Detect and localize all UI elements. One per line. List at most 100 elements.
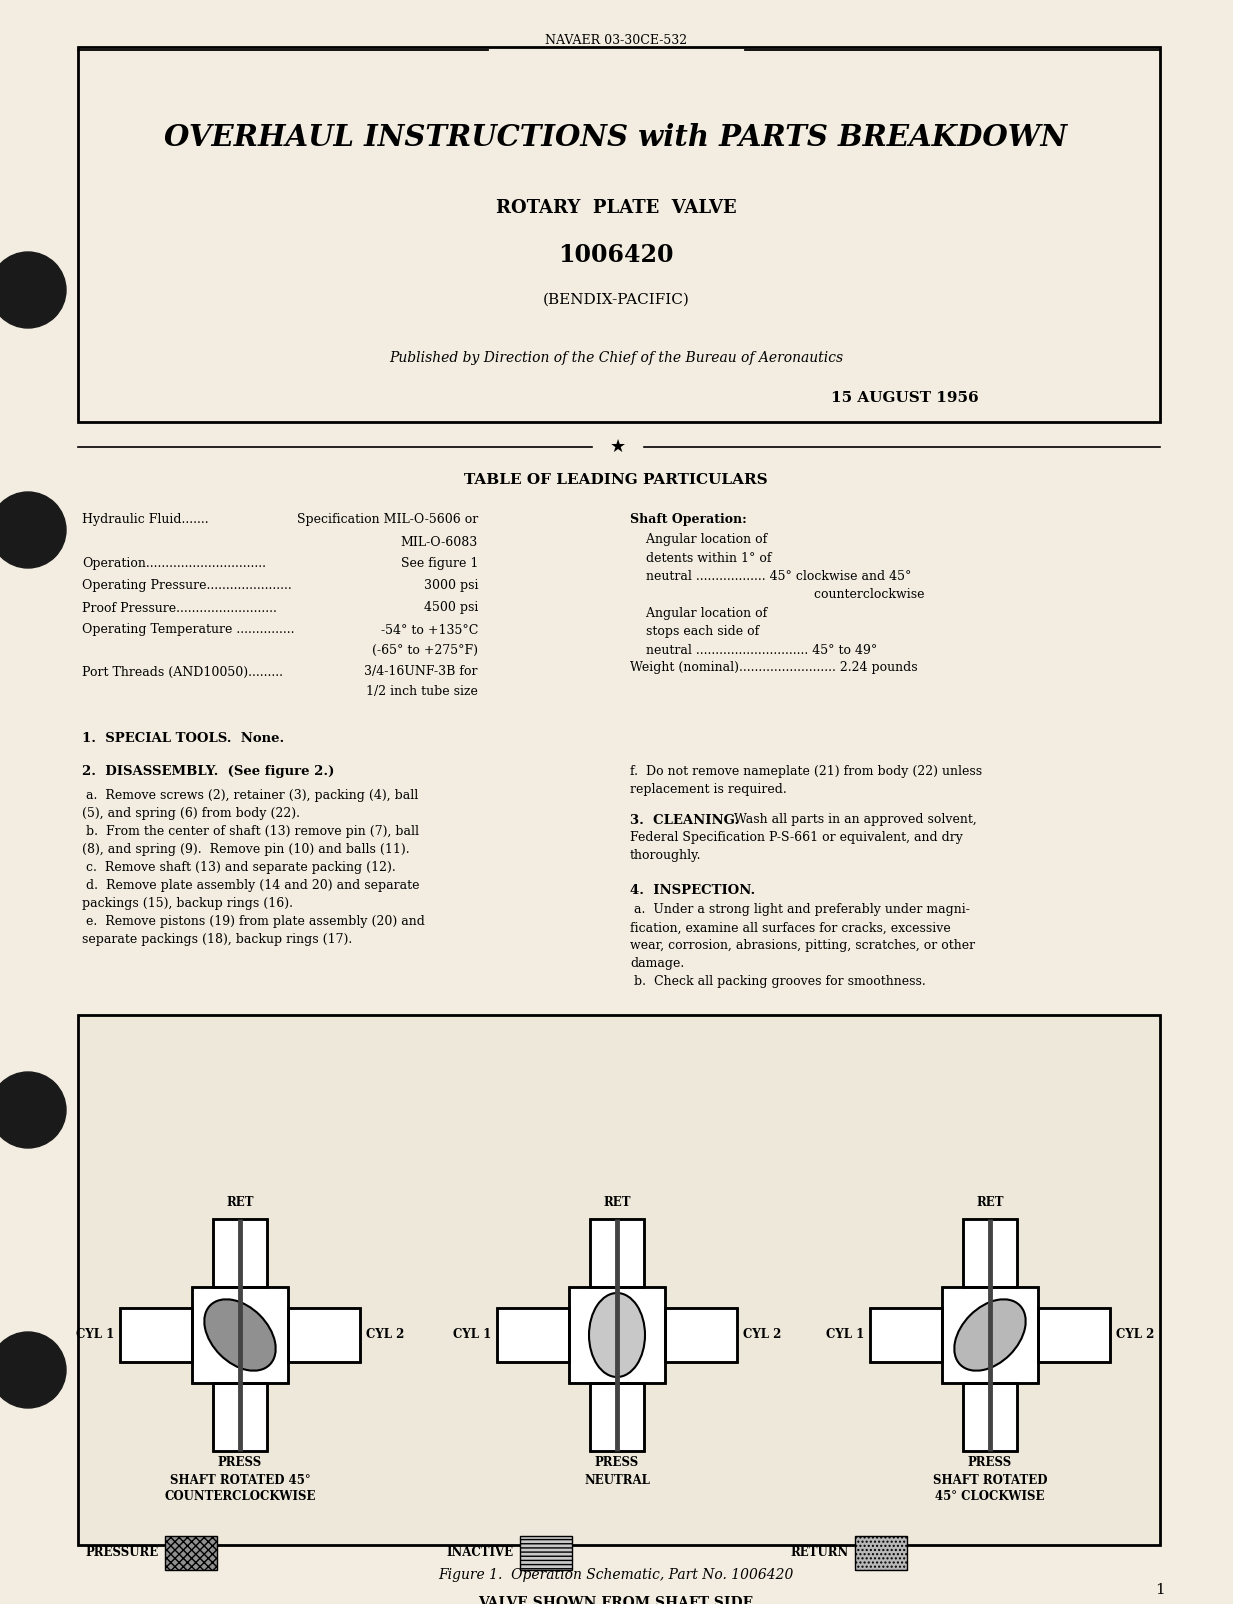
Bar — [870, 1307, 942, 1362]
Bar — [289, 1307, 360, 1362]
Text: Published by Direction of the Chief of the Bureau of Aeronautics: Published by Direction of the Chief of t… — [388, 351, 843, 366]
Bar — [963, 1219, 1017, 1286]
Text: COUNTERCLOCKWISE: COUNTERCLOCKWISE — [164, 1490, 316, 1503]
Text: OVERHAUL INSTRUCTIONS with PARTS BREAKDOWN: OVERHAUL INSTRUCTIONS with PARTS BREAKDO… — [164, 124, 1068, 152]
Bar — [215, 1384, 265, 1448]
Text: separate packings (18), backup rings (17).: separate packings (18), backup rings (17… — [83, 932, 353, 945]
Ellipse shape — [954, 1299, 1026, 1371]
Text: 45° CLOCKWISE: 45° CLOCKWISE — [936, 1490, 1044, 1503]
Text: RETURN: RETURN — [790, 1546, 850, 1559]
Text: CYL 1: CYL 1 — [826, 1328, 864, 1341]
Bar — [665, 1307, 737, 1362]
Text: CYL 1: CYL 1 — [75, 1328, 113, 1341]
Bar — [213, 1219, 268, 1286]
Text: wear, corrosion, abrasions, pitting, scratches, or other: wear, corrosion, abrasions, pitting, scr… — [630, 940, 975, 953]
Text: PRESS: PRESS — [218, 1456, 263, 1469]
Bar — [963, 1383, 1017, 1452]
Text: Operation...............................: Operation............................... — [83, 558, 266, 571]
Circle shape — [0, 252, 67, 327]
Text: packings (15), backup rings (16).: packings (15), backup rings (16). — [83, 897, 293, 909]
Text: MIL-O-6083: MIL-O-6083 — [401, 536, 478, 549]
Text: TABLE OF LEADING PARTICULARS: TABLE OF LEADING PARTICULARS — [464, 473, 768, 488]
Bar — [120, 1307, 192, 1362]
Text: f.  Do not remove nameplate (21) from body (22) unless: f. Do not remove nameplate (21) from bod… — [630, 765, 983, 778]
Text: 1.  SPECIAL TOOLS.  None.: 1. SPECIAL TOOLS. None. — [83, 731, 285, 744]
Text: counterclockwise: counterclockwise — [630, 587, 925, 600]
Text: VALVE SHOWN FROM SHAFT SIDE: VALVE SHOWN FROM SHAFT SIDE — [478, 1596, 753, 1604]
Text: e.  Remove pistons (19) from plate assembly (20) and: e. Remove pistons (19) from plate assemb… — [83, 914, 425, 927]
Text: Federal Specification P-S-661 or equivalent, and dry: Federal Specification P-S-661 or equival… — [630, 831, 963, 844]
Bar — [289, 1307, 360, 1362]
Bar — [568, 1286, 665, 1383]
Text: RET: RET — [226, 1197, 254, 1209]
Text: Operating Pressure......................: Operating Pressure...................... — [83, 579, 292, 592]
Text: 1: 1 — [1155, 1583, 1165, 1598]
Bar — [192, 1286, 289, 1383]
Text: damage.: damage. — [630, 958, 684, 970]
Text: a.  Remove screws (2), retainer (3), packing (4), ball: a. Remove screws (2), retainer (3), pack… — [83, 789, 418, 802]
Text: (-65° to +275°F): (-65° to +275°F) — [372, 643, 478, 656]
Text: 3/4-16UNF-3B for: 3/4-16UNF-3B for — [360, 666, 478, 678]
Text: Operating Temperature ...............: Operating Temperature ............... — [83, 624, 295, 637]
Text: 3.  CLEANING.: 3. CLEANING. — [630, 813, 739, 826]
Text: Angular location of: Angular location of — [630, 534, 767, 547]
Bar — [1038, 1307, 1110, 1362]
Circle shape — [0, 1331, 67, 1408]
Bar — [165, 1537, 217, 1570]
Text: INACTIVE: INACTIVE — [446, 1546, 514, 1559]
Text: SHAFT ROTATED: SHAFT ROTATED — [932, 1474, 1047, 1487]
Text: Figure 1.  Operation Schematic, Part No. 1006420: Figure 1. Operation Schematic, Part No. … — [438, 1569, 794, 1582]
Bar — [591, 1219, 644, 1286]
Text: CYL 2: CYL 2 — [1116, 1328, 1154, 1341]
Text: 1/2 inch tube size: 1/2 inch tube size — [366, 685, 478, 698]
Text: -54° to +135°C: -54° to +135°C — [376, 624, 478, 637]
Text: PRESSURE: PRESSURE — [86, 1546, 159, 1559]
Bar — [497, 1307, 568, 1362]
Text: 1006420: 1006420 — [559, 242, 673, 266]
Text: Angular location of: Angular location of — [630, 608, 767, 621]
Bar — [942, 1286, 1038, 1383]
Text: replacement is required.: replacement is required. — [630, 783, 787, 797]
Text: CYL 1: CYL 1 — [453, 1328, 491, 1341]
Text: neutral .................. 45° clockwise and 45°: neutral .................. 45° clockwise… — [630, 569, 911, 582]
Text: 4500 psi: 4500 psi — [419, 602, 478, 614]
Text: detents within 1° of: detents within 1° of — [630, 552, 772, 565]
Bar — [213, 1383, 268, 1452]
Ellipse shape — [589, 1293, 645, 1376]
Text: Weight (nominal)......................... 2.24 pounds: Weight (nominal)........................… — [630, 661, 917, 675]
Bar — [667, 1310, 735, 1360]
Text: b.  Check all packing grooves for smoothness.: b. Check all packing grooves for smoothn… — [630, 975, 926, 988]
Bar — [1039, 1310, 1108, 1360]
Text: SHAFT ROTATED 45°: SHAFT ROTATED 45° — [170, 1474, 311, 1487]
Text: fication, examine all surfaces for cracks, excessive: fication, examine all surfaces for crack… — [630, 922, 951, 935]
Bar — [591, 1383, 644, 1452]
Text: NAVAER 03-30CE-532: NAVAER 03-30CE-532 — [545, 34, 687, 47]
Text: NEUTRAL: NEUTRAL — [584, 1474, 650, 1487]
Bar — [120, 1307, 192, 1362]
Bar — [665, 1307, 737, 1362]
Text: See figure 1: See figure 1 — [397, 558, 478, 571]
Text: PRESS: PRESS — [594, 1456, 639, 1469]
Bar — [591, 1383, 644, 1452]
Bar — [963, 1383, 1017, 1452]
Bar — [499, 1310, 567, 1360]
Ellipse shape — [205, 1299, 276, 1371]
Text: Hydraulic Fluid.......: Hydraulic Fluid....... — [83, 513, 208, 526]
Bar — [592, 1384, 642, 1448]
Bar — [520, 1537, 572, 1570]
Circle shape — [0, 1071, 67, 1148]
Bar — [963, 1219, 1017, 1286]
Bar — [78, 1015, 1160, 1545]
Text: 15 AUGUST 1956: 15 AUGUST 1956 — [831, 391, 979, 404]
Text: neutral ............................. 45° to 49°: neutral ............................. 45… — [630, 643, 877, 656]
Text: CYL 2: CYL 2 — [743, 1328, 782, 1341]
Text: d.  Remove plate assembly (14 and 20) and separate: d. Remove plate assembly (14 and 20) and… — [83, 879, 419, 892]
Text: stops each side of: stops each side of — [630, 626, 760, 638]
Bar — [591, 1219, 644, 1286]
Bar — [122, 1310, 190, 1360]
Text: PRESS: PRESS — [968, 1456, 1012, 1469]
Text: ROTARY  PLATE  VALVE: ROTARY PLATE VALVE — [496, 199, 736, 217]
Bar — [965, 1221, 1015, 1285]
Text: (5), and spring (6) from body (22).: (5), and spring (6) from body (22). — [83, 807, 300, 820]
Text: (BENDIX-PACIFIC): (BENDIX-PACIFIC) — [543, 294, 689, 306]
